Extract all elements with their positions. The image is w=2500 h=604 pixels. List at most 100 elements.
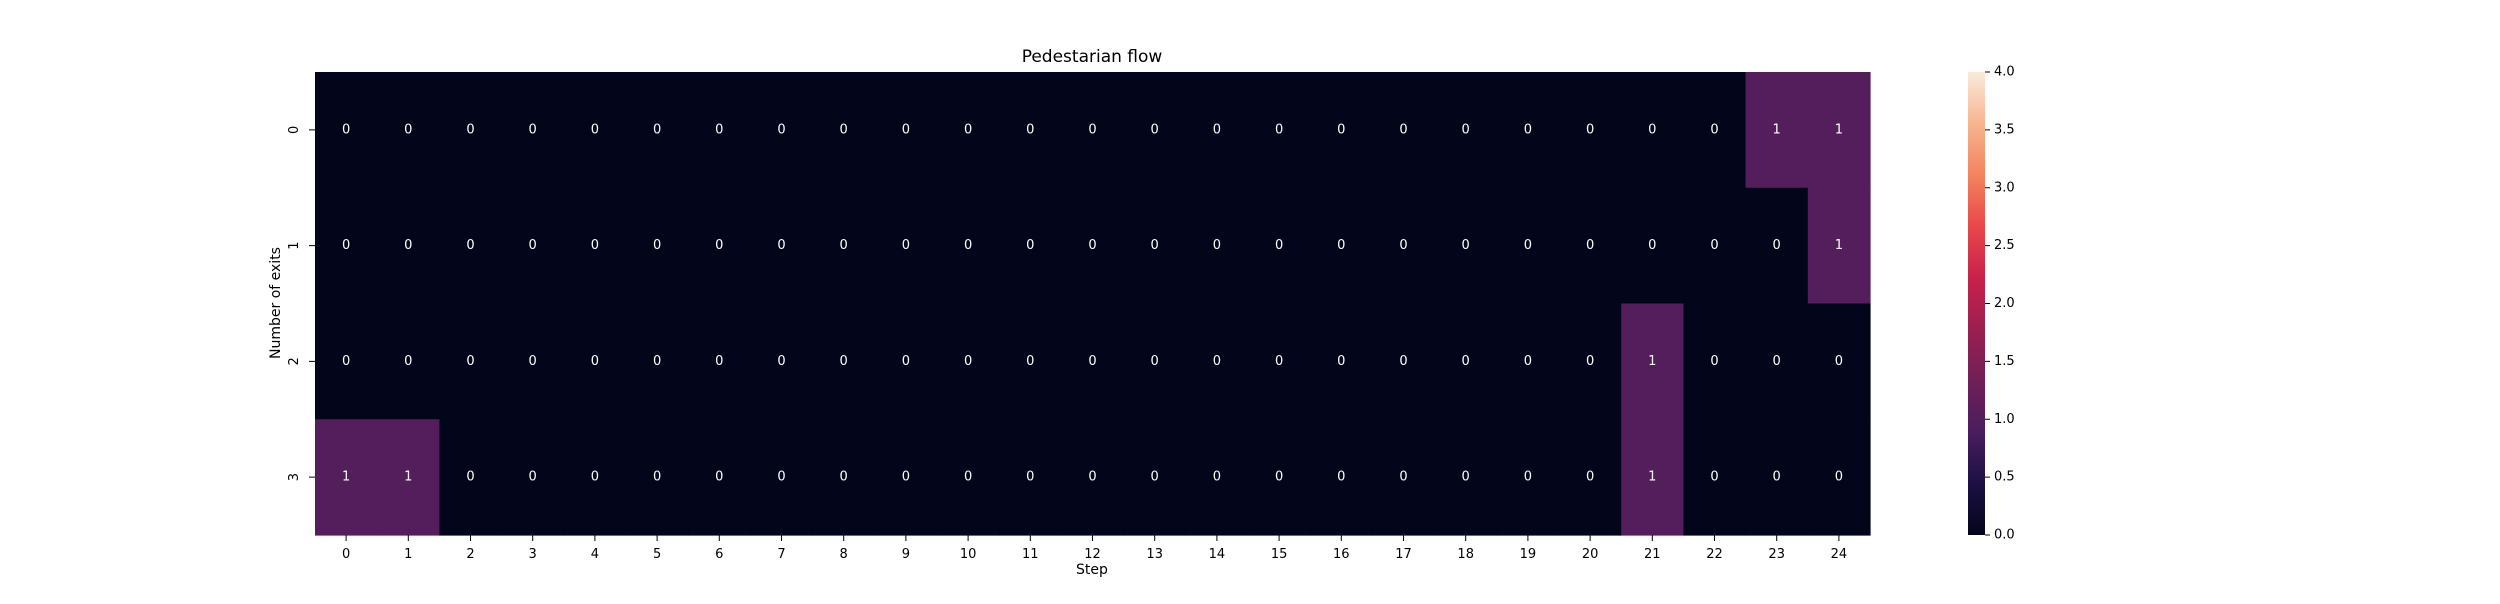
heatmap-cell [315,187,378,305]
cell-label: 0 [404,122,412,137]
cell-label: 0 [1275,238,1283,253]
heatmap-cell [1061,72,1125,189]
heatmap-cell [377,72,440,189]
colorbar-tick-label: 0.0 [1994,528,2015,543]
heatmap-cell [1434,72,1498,189]
x-tick-label: 7 [777,547,785,562]
heatmap-cell [1559,419,1622,536]
heatmap-cell [315,303,378,420]
cell-label: 0 [653,238,661,253]
heatmap-cell [1185,303,1249,420]
cell-label: 0 [1088,122,1096,137]
cell-label: 0 [964,354,972,369]
cell-label: 0 [1773,354,1781,369]
x-tick-label: 22 [1706,547,1723,562]
heatmap-cell [501,72,565,189]
y-axis-label: Number of exits [268,247,284,359]
cell-label: 0 [964,122,972,137]
cell-label: 0 [1462,354,1470,369]
cell-label: 1 [1835,238,1843,253]
heatmap-cell [439,187,503,305]
heatmap-cell [315,419,378,536]
heatmap-cell [1123,419,1187,536]
cell-label: 0 [1151,238,1159,253]
x-tick-label: 3 [529,547,537,562]
heatmap-cell [1434,187,1498,305]
cell-label: 0 [529,354,537,369]
cell-label: 0 [466,122,474,137]
x-tick-label: 23 [1768,547,1785,562]
cell-label: 0 [1337,354,1345,369]
heatmap-cell [1496,72,1560,189]
cell-label: 0 [591,122,599,137]
heatmap-cell [750,72,814,189]
heatmap-cell [1745,419,1809,536]
heatmap-cell [1683,72,1747,189]
heatmap-cell [501,303,565,420]
cell-label: 0 [964,470,972,485]
x-tick-label: 9 [902,547,910,562]
heatmap-cell [1683,303,1747,420]
x-tick-label: 19 [1520,547,1537,562]
heatmap-cell [439,303,503,420]
cell-label: 0 [1275,122,1283,137]
heatmap-cell [937,187,1000,305]
cell-label: 1 [1648,354,1656,369]
cell-label: 0 [902,122,910,137]
x-tick-label: 14 [1209,547,1226,562]
colorbar-tick-label: 3.5 [1994,122,2015,137]
cell-label: 0 [1088,470,1096,485]
heatmap-cell [626,72,689,189]
colorbar [1968,72,1985,535]
heatmap-cell [750,187,814,305]
cell-label: 0 [1462,122,1470,137]
cell-label: 0 [466,354,474,369]
heatmap-cell [377,303,440,420]
cell-label: 0 [1337,470,1345,485]
cell-label: 0 [1586,354,1594,369]
heatmap-cell [626,303,689,420]
cell-label: 0 [1773,470,1781,485]
y-tick-label: 0 [287,126,302,134]
heatmap-cell [1185,419,1249,536]
heatmap-cell [999,187,1062,305]
heatmap-cell [1061,419,1125,536]
heatmap-cell [1372,72,1436,189]
cell-label: 0 [840,122,848,137]
cell-label: 0 [591,238,599,253]
heatmap-cell [563,187,627,305]
heatmap-cell [439,419,503,536]
heatmap-cell [1123,72,1187,189]
x-tick-label: 15 [1271,547,1288,562]
heatmap-cell [563,303,627,420]
heatmap-cell [688,303,751,420]
cell-label: 0 [653,470,661,485]
cell-label: 0 [1586,122,1594,137]
cell-label: 0 [591,470,599,485]
cell-label: 0 [964,238,972,253]
heatmap-cell [1621,72,1684,189]
cell-label: 0 [1710,122,1718,137]
cell-label: 0 [902,354,910,369]
cell-label: 0 [1213,122,1221,137]
cell-label: 0 [1524,470,1532,485]
cell-label: 0 [1586,470,1594,485]
x-tick-label: 6 [715,547,723,562]
cell-label: 0 [1524,122,1532,137]
cell-label: 0 [902,470,910,485]
cell-label: 0 [529,122,537,137]
heatmap-cell [1496,419,1560,536]
heatmap-cell [1807,419,1871,536]
x-tick-label: 12 [1084,547,1101,562]
heatmap-cell [1372,303,1436,420]
heatmap-cell [812,72,876,189]
cell-label: 0 [1462,470,1470,485]
colorbar-ticks: 0.0 0.5 1.0 1.5 2.0 2.5 3.0 3.5 4.0 [1985,65,2015,543]
heatmap-cell [1123,303,1187,420]
cell-label: 0 [1151,122,1159,137]
y-tick-label: 3 [287,473,302,481]
heatmap-cell [1683,419,1747,536]
heatmap-cell [501,187,565,305]
cell-label: 0 [1026,238,1034,253]
